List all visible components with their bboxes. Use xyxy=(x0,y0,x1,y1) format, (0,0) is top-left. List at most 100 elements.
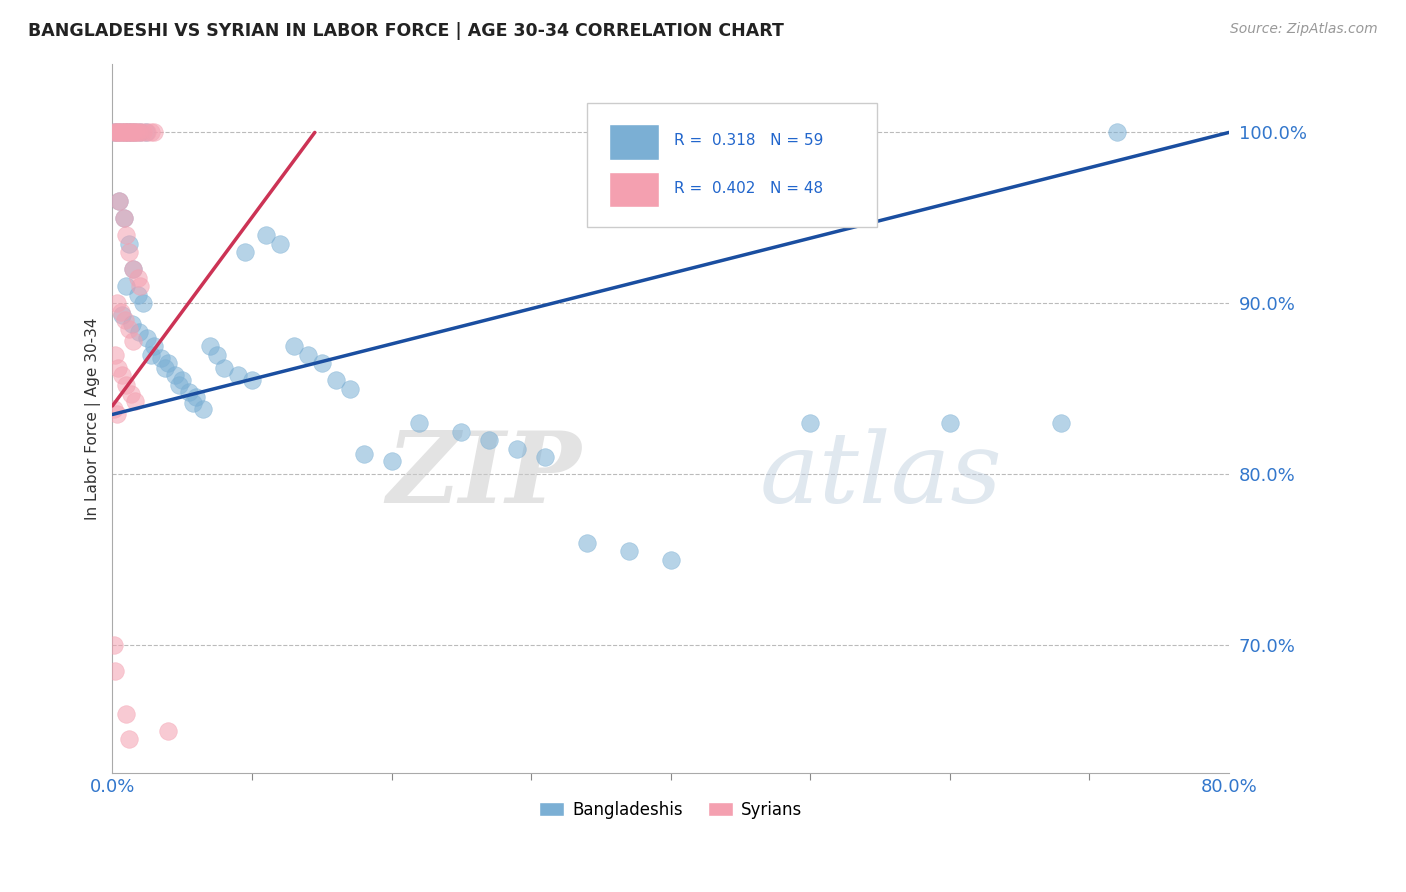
Point xyxy=(118,236,141,251)
Point xyxy=(122,262,145,277)
Point xyxy=(575,535,598,549)
Point xyxy=(121,125,143,139)
Point xyxy=(169,378,191,392)
Text: R =  0.318   N = 59: R = 0.318 N = 59 xyxy=(673,133,824,148)
Point xyxy=(105,125,128,139)
Point xyxy=(117,125,139,139)
Point xyxy=(353,447,375,461)
Point xyxy=(408,416,430,430)
Point xyxy=(124,125,146,139)
Point xyxy=(108,194,131,208)
Point xyxy=(115,279,138,293)
Point xyxy=(115,378,138,392)
Point xyxy=(155,361,177,376)
Point xyxy=(111,125,134,139)
Point xyxy=(132,296,155,310)
Point xyxy=(110,125,132,139)
Point xyxy=(127,125,149,139)
Point xyxy=(939,416,962,430)
Point xyxy=(191,402,214,417)
Point xyxy=(103,125,125,139)
Text: R =  0.402   N = 48: R = 0.402 N = 48 xyxy=(673,181,823,195)
Point xyxy=(104,664,127,678)
Point xyxy=(226,368,249,383)
Point xyxy=(127,288,149,302)
Point xyxy=(112,125,135,139)
Point xyxy=(269,236,291,251)
Point xyxy=(108,194,131,208)
Point xyxy=(112,211,135,225)
Text: ZIP: ZIP xyxy=(387,427,581,524)
Point xyxy=(157,356,180,370)
Point xyxy=(179,385,201,400)
Point xyxy=(311,356,333,370)
Point xyxy=(141,125,163,139)
Point xyxy=(105,125,128,139)
Point xyxy=(122,125,145,139)
Point xyxy=(132,125,155,139)
Point xyxy=(198,339,221,353)
Point xyxy=(450,425,472,439)
Point xyxy=(143,125,166,139)
Point xyxy=(129,279,152,293)
Point xyxy=(104,348,127,362)
Point xyxy=(150,351,173,365)
Text: BANGLADESHI VS SYRIAN IN LABOR FORCE | AGE 30-34 CORRELATION CHART: BANGLADESHI VS SYRIAN IN LABOR FORCE | A… xyxy=(28,22,785,40)
Point xyxy=(205,348,228,362)
Point xyxy=(122,334,145,348)
Point xyxy=(799,416,821,430)
Point xyxy=(118,245,141,260)
Point xyxy=(183,395,205,409)
Point xyxy=(186,390,208,404)
Point xyxy=(283,339,305,353)
Legend: Bangladeshis, Syrians: Bangladeshis, Syrians xyxy=(533,794,808,825)
Point xyxy=(105,296,128,310)
Text: Source: ZipAtlas.com: Source: ZipAtlas.com xyxy=(1230,22,1378,37)
Point xyxy=(104,125,127,139)
Point xyxy=(110,125,132,139)
Point xyxy=(125,125,148,139)
Point xyxy=(534,450,557,465)
Point xyxy=(103,125,125,139)
Point xyxy=(115,227,138,242)
Point xyxy=(108,125,131,139)
Point xyxy=(111,309,134,323)
Point xyxy=(129,125,152,139)
Point xyxy=(105,408,128,422)
Point xyxy=(112,211,135,225)
Point xyxy=(1107,125,1129,139)
Point xyxy=(115,706,138,721)
Point xyxy=(114,125,136,139)
Point xyxy=(103,638,125,652)
Point xyxy=(136,125,159,139)
Bar xyxy=(609,124,659,160)
Point xyxy=(325,373,347,387)
Point xyxy=(165,368,187,383)
Point xyxy=(478,433,501,447)
Point xyxy=(121,317,143,331)
FancyBboxPatch shape xyxy=(586,103,877,227)
Point xyxy=(297,348,319,362)
Point xyxy=(103,402,125,417)
Point xyxy=(128,326,150,340)
Point xyxy=(124,125,146,139)
Y-axis label: In Labor Force | Age 30-34: In Labor Force | Age 30-34 xyxy=(86,318,101,520)
Point xyxy=(506,442,529,456)
Point xyxy=(157,723,180,738)
Point xyxy=(127,270,149,285)
Point xyxy=(380,453,402,467)
Point xyxy=(120,387,142,401)
Point xyxy=(107,125,129,139)
Point xyxy=(143,339,166,353)
Point xyxy=(118,125,141,139)
Point xyxy=(120,125,142,139)
Point xyxy=(122,262,145,277)
Point xyxy=(659,553,682,567)
Point xyxy=(240,373,263,387)
Point xyxy=(136,330,159,344)
Point xyxy=(141,348,163,362)
Point xyxy=(129,125,152,139)
Point xyxy=(233,245,256,260)
Point xyxy=(254,227,277,242)
Point xyxy=(117,125,139,139)
